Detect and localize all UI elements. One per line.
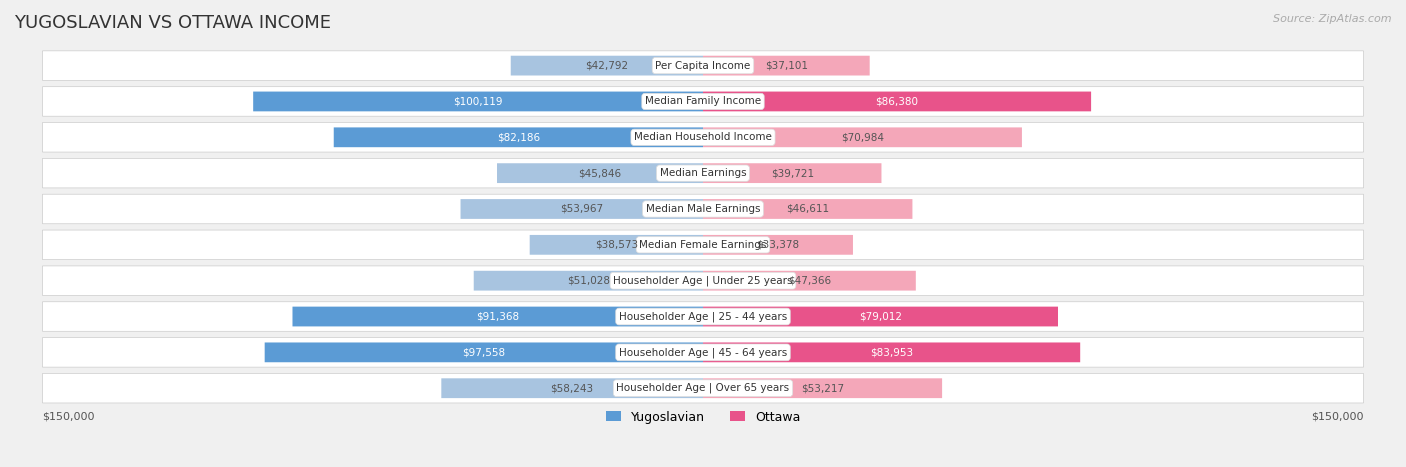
Text: Householder Age | 25 - 44 years: Householder Age | 25 - 44 years bbox=[619, 311, 787, 322]
FancyBboxPatch shape bbox=[703, 199, 912, 219]
Text: $83,953: $83,953 bbox=[870, 347, 912, 357]
Text: $82,186: $82,186 bbox=[496, 132, 540, 142]
Text: Median Male Earnings: Median Male Earnings bbox=[645, 204, 761, 214]
Text: Median Household Income: Median Household Income bbox=[634, 132, 772, 142]
FancyBboxPatch shape bbox=[42, 158, 1364, 188]
Text: Householder Age | Under 25 years: Householder Age | Under 25 years bbox=[613, 276, 793, 286]
Text: $70,984: $70,984 bbox=[841, 132, 884, 142]
Text: Median Family Income: Median Family Income bbox=[645, 97, 761, 106]
Text: $86,380: $86,380 bbox=[876, 97, 918, 106]
Text: $39,721: $39,721 bbox=[770, 168, 814, 178]
Text: $100,119: $100,119 bbox=[453, 97, 503, 106]
Text: YUGOSLAVIAN VS OTTAWA INCOME: YUGOSLAVIAN VS OTTAWA INCOME bbox=[14, 14, 330, 32]
Text: $91,368: $91,368 bbox=[477, 311, 519, 321]
FancyBboxPatch shape bbox=[264, 342, 703, 362]
FancyBboxPatch shape bbox=[42, 374, 1364, 403]
Text: $58,243: $58,243 bbox=[551, 383, 593, 393]
Text: $79,012: $79,012 bbox=[859, 311, 903, 321]
Text: $47,366: $47,366 bbox=[787, 276, 831, 286]
FancyBboxPatch shape bbox=[42, 338, 1364, 367]
FancyBboxPatch shape bbox=[461, 199, 703, 219]
FancyBboxPatch shape bbox=[42, 230, 1364, 260]
Text: Householder Age | Over 65 years: Householder Age | Over 65 years bbox=[616, 383, 790, 394]
FancyBboxPatch shape bbox=[510, 56, 703, 76]
FancyBboxPatch shape bbox=[333, 127, 703, 147]
FancyBboxPatch shape bbox=[292, 307, 703, 326]
FancyBboxPatch shape bbox=[703, 92, 1091, 111]
Text: Median Female Earnings: Median Female Earnings bbox=[640, 240, 766, 250]
Text: $38,573: $38,573 bbox=[595, 240, 638, 250]
FancyBboxPatch shape bbox=[703, 56, 870, 76]
Text: Householder Age | 45 - 64 years: Householder Age | 45 - 64 years bbox=[619, 347, 787, 358]
Text: $46,611: $46,611 bbox=[786, 204, 830, 214]
FancyBboxPatch shape bbox=[42, 122, 1364, 152]
FancyBboxPatch shape bbox=[42, 266, 1364, 296]
FancyBboxPatch shape bbox=[474, 271, 703, 290]
FancyBboxPatch shape bbox=[703, 235, 853, 255]
Text: $42,792: $42,792 bbox=[585, 61, 628, 71]
FancyBboxPatch shape bbox=[42, 51, 1364, 80]
Text: $37,101: $37,101 bbox=[765, 61, 808, 71]
Text: $150,000: $150,000 bbox=[42, 411, 96, 422]
Text: Per Capita Income: Per Capita Income bbox=[655, 61, 751, 71]
Text: Source: ZipAtlas.com: Source: ZipAtlas.com bbox=[1274, 14, 1392, 24]
Text: $51,028: $51,028 bbox=[567, 276, 610, 286]
Text: $53,967: $53,967 bbox=[560, 204, 603, 214]
FancyBboxPatch shape bbox=[42, 302, 1364, 331]
Text: $150,000: $150,000 bbox=[1310, 411, 1364, 422]
FancyBboxPatch shape bbox=[253, 92, 703, 111]
Text: $53,217: $53,217 bbox=[801, 383, 844, 393]
Text: $45,846: $45,846 bbox=[578, 168, 621, 178]
Legend: Yugoslavian, Ottawa: Yugoslavian, Ottawa bbox=[600, 405, 806, 429]
FancyBboxPatch shape bbox=[42, 87, 1364, 116]
FancyBboxPatch shape bbox=[703, 271, 915, 290]
FancyBboxPatch shape bbox=[703, 127, 1022, 147]
FancyBboxPatch shape bbox=[42, 194, 1364, 224]
FancyBboxPatch shape bbox=[703, 163, 882, 183]
Text: $33,378: $33,378 bbox=[756, 240, 800, 250]
FancyBboxPatch shape bbox=[530, 235, 703, 255]
Text: $97,558: $97,558 bbox=[463, 347, 505, 357]
Text: Median Earnings: Median Earnings bbox=[659, 168, 747, 178]
FancyBboxPatch shape bbox=[441, 378, 703, 398]
FancyBboxPatch shape bbox=[703, 307, 1057, 326]
FancyBboxPatch shape bbox=[496, 163, 703, 183]
FancyBboxPatch shape bbox=[703, 342, 1080, 362]
FancyBboxPatch shape bbox=[703, 378, 942, 398]
